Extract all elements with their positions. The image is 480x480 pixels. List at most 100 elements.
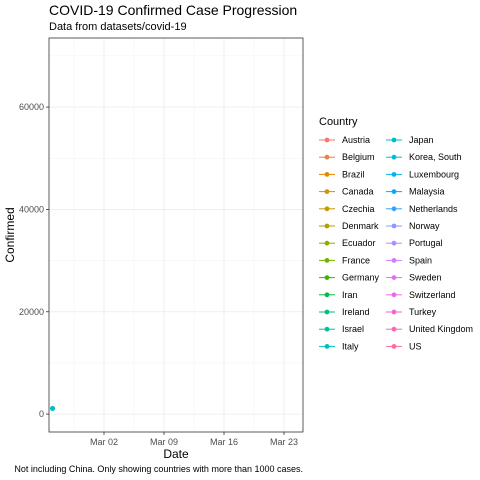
legend-item-denmark: Denmark [319,221,379,231]
legend-label: Canada [342,187,374,197]
legend-item-italy: Italy [319,341,359,351]
panel-border [48,37,304,433]
legend-item-israel: Israel [319,324,364,334]
legend-label: Germany [342,273,380,283]
legend-label: Malaysia [409,187,445,197]
legend-label: Brazil [342,169,365,179]
legend-label: Iran [342,290,358,300]
x-axis: Mar 02 Mar 09 Mar 16 Mar 23 [90,432,298,447]
legend-item-malaysia: Malaysia [386,187,445,197]
legend-label: Turkey [409,307,437,317]
legend-key-point [391,189,397,195]
chart-caption: Not including China. Only showing countr… [14,464,303,474]
legend-item-luxembourg: Luxembourg [386,169,459,179]
legend-label: Norway [409,221,440,231]
legend-key-point [324,189,330,195]
legend-label: Ecuador [342,238,376,248]
legend-label: Netherlands [409,204,458,214]
legend-title: Country [319,116,358,128]
legend-label: Ireland [342,307,370,317]
legend-label: Spain [409,255,432,265]
grid-lines [49,38,303,432]
x-tick-label: Mar 23 [270,437,298,447]
legend-item-iran: Iran [319,290,358,300]
x-tick-label: Mar 02 [90,437,118,447]
legend-item-us: US [386,341,422,351]
legend-key-point [324,292,330,298]
legend-label: Korea, South [409,152,462,162]
x-tick-label: Mar 09 [150,437,178,447]
legend-key-point [324,258,330,263]
legend-key-point [324,223,330,229]
legend-label: Czechia [342,204,375,214]
legend-item-france: France [319,255,370,265]
legend-label: US [409,341,422,351]
y-axis: 0 20000 40000 60000 [19,102,49,419]
legend-label: United Kingdom [409,324,473,334]
legend-item-austria: Austria [319,135,370,145]
data-points [49,405,56,412]
legend-key-point [324,172,330,177]
legend-key-point [324,326,330,332]
legend-label: Austria [342,135,370,145]
legend-key-point [391,344,397,349]
legend-label: Israel [342,324,364,334]
legend-item-czechia: Czechia [319,204,375,214]
legend-key-point [391,258,397,263]
legend-label: Switzerland [409,290,456,300]
legend-key-point [324,344,330,349]
legend-key-point [391,326,397,332]
legend-item-brazil: Brazil [319,169,365,179]
legend-item-germany: Germany [319,273,380,283]
legend-key-point [324,137,330,143]
legend-item-canada: Canada [319,187,374,197]
legend-item-ireland: Ireland [319,307,370,317]
data-point-japan [49,405,56,412]
y-tick-label: 0 [39,409,44,419]
legend-item-korea-south: Korea, South [386,152,462,162]
x-axis-label: Date [163,447,189,461]
legend-label: Denmark [342,221,379,231]
legend-key-point [391,154,397,160]
legend-key-point [324,240,330,246]
y-tick-label: 60000 [19,102,44,112]
legend-label: Belgium [342,152,375,162]
legend-key-point [324,309,330,315]
legend-item-japan: Japan [386,135,434,145]
legend-item-spain: Spain [386,255,432,265]
legend-label: Luxembourg [409,169,459,179]
legend-label: Japan [409,135,434,145]
legend-item-norway: Norway [386,221,440,231]
legend-label: Portugal [409,238,443,248]
y-tick-label: 40000 [19,204,44,214]
legend-key-point [391,172,397,177]
legend-item-netherlands: Netherlands [386,204,458,214]
legend-key-point [391,309,397,315]
chart-subtitle: Data from datasets/covid-19 [49,21,187,33]
legend-key-point [391,137,397,143]
legend-item-united-kingdom: United Kingdom [386,324,473,334]
legend-key-point [391,292,397,298]
legend-item-portugal: Portugal [386,238,443,248]
legend-key-point [391,206,397,212]
y-axis-label: Confirmed [3,207,17,262]
legend-label: France [342,255,370,265]
legend-item-ecuador: Ecuador [319,238,376,248]
legend-key-point [324,154,330,160]
legend-item-switzerland: Switzerland [386,290,456,300]
legend-key-point [391,275,397,280]
legend-item-sweden: Sweden [386,273,442,283]
plot-panel [48,37,304,433]
legend-item-turkey: Turkey [386,307,437,317]
legend-key-point [324,275,330,280]
legend-item-belgium: Belgium [319,152,375,162]
chart-title: COVID-19 Confirmed Case Progression [49,2,297,18]
legend-key-point [391,223,397,229]
legend-key-point [391,240,397,246]
legend-label: Sweden [409,273,442,283]
x-tick-label: Mar 16 [210,437,238,447]
legend-key-point [324,206,330,212]
y-tick-label: 20000 [19,307,44,317]
legend: Country Austria Belgium Brazil Canada Czechi… [319,116,473,351]
